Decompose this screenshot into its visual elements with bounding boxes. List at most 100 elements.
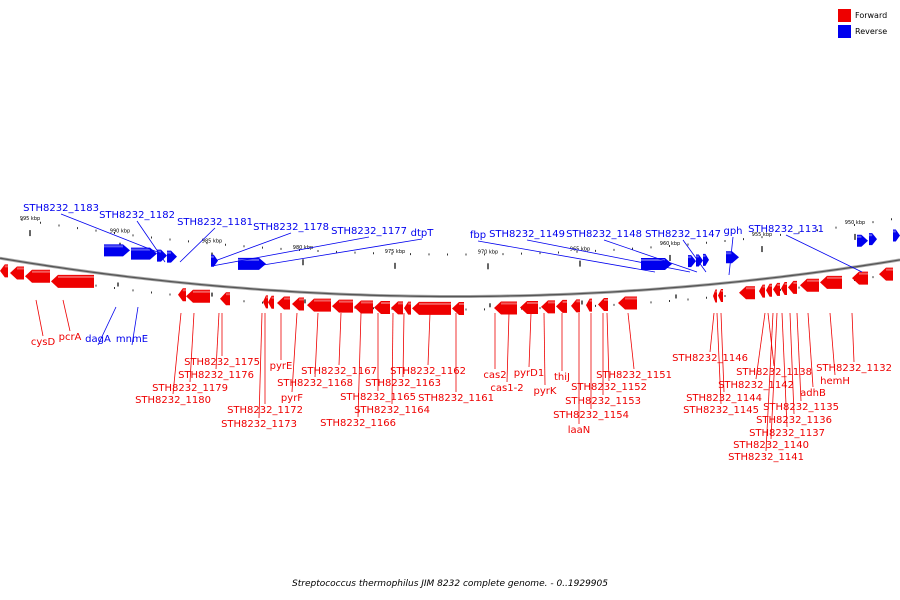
scale-tick-label: 955 kbp — [752, 232, 772, 238]
gene-label-forward: cysD — [31, 337, 56, 348]
callout-line — [402, 312, 405, 378]
gene-arrow-shine — [548, 301, 555, 304]
callout-line — [427, 312, 431, 366]
gene-arrow-body — [893, 229, 900, 242]
gene-arrow-body — [178, 288, 186, 302]
gene-arrow-body — [104, 244, 130, 257]
callout-line — [755, 312, 766, 380]
forward-gene-arrow — [556, 299, 567, 313]
gene-label-forward: STH8232_1144 — [686, 393, 762, 404]
gene-arrow-shine — [688, 256, 692, 259]
gene-label-forward: STH8232_1166 — [320, 418, 396, 429]
forward-gene-arrow — [268, 295, 274, 309]
callout-line — [765, 312, 774, 452]
gene-arrow-shine — [167, 251, 171, 254]
gene-arrow-body — [726, 251, 739, 264]
callout-line — [211, 232, 292, 263]
gene-label-reverse: STH8232_1131 — [748, 224, 824, 235]
forward-gene-arrow — [263, 295, 268, 309]
gene-label-forward: STH8232_1164 — [354, 405, 430, 416]
gene-label-reverse: STH8232_1181 — [177, 217, 253, 228]
callout-line — [131, 306, 139, 346]
gene-label-reverse: gph — [723, 226, 742, 237]
callout-line — [172, 312, 182, 395]
gene-arrow-body — [718, 288, 723, 302]
gene-arrow-body — [220, 292, 230, 306]
forward-gene-arrow — [820, 275, 842, 289]
gene-arrow-shine — [501, 302, 517, 305]
scale-tick-label: 970 kbp — [478, 249, 498, 255]
callout-line — [179, 227, 216, 263]
gene-label-forward: pyrF — [281, 393, 303, 404]
callout-line — [709, 312, 715, 353]
gene-arrow-shine — [527, 301, 538, 304]
legend-forward-label: Forward — [855, 11, 888, 20]
gene-arrow-shine — [32, 270, 50, 273]
forward-gene-arrow — [307, 298, 331, 312]
callout-line — [338, 312, 342, 366]
gene-arrow-shine — [869, 234, 873, 237]
forward-gene-arrow — [766, 283, 772, 297]
gene-label-reverse: dtpT — [411, 228, 435, 239]
scale-tick-label: 960 kbp — [660, 241, 680, 247]
gene-arrow-body — [857, 234, 868, 247]
gene-arrow-body — [879, 267, 893, 281]
gene-label-forward: STH8232_1140 — [733, 440, 809, 451]
callout-line — [720, 312, 725, 393]
gene-arrow-body — [307, 298, 331, 312]
gene-arrow-shine — [459, 302, 464, 305]
gene-arrow-shine — [398, 302, 403, 305]
gene-label-reverse: STH8232_1147 — [645, 229, 721, 240]
gene-label-forward: STH8232_1173 — [221, 419, 297, 430]
gene-arrow-shine — [211, 255, 214, 258]
gene-label-forward: STH8232_1180 — [135, 395, 211, 406]
gene-arrow-shine — [238, 258, 259, 261]
callout-line — [807, 312, 814, 388]
reverse-gene-arrow — [688, 255, 696, 268]
forward-gene-arrow — [852, 271, 868, 285]
gene-arrow-body — [238, 257, 266, 270]
gene-arrow-body — [688, 255, 696, 268]
gene-arrow-shine — [284, 297, 290, 300]
callout-line — [211, 236, 370, 267]
gene-label-forward: STH8232_1137 — [749, 428, 825, 439]
callout-line — [258, 312, 263, 419]
callout-line — [829, 312, 836, 376]
gene-arrow-body — [292, 297, 304, 311]
gene-arrow-body — [739, 286, 755, 300]
gene-arrow-shine — [726, 252, 732, 255]
gene-label-reverse: STH8232_1148 — [566, 229, 642, 240]
gene-label-forward: thiJ — [554, 372, 570, 383]
gene-arrow-body — [788, 280, 797, 294]
gene-arrow-body — [167, 250, 177, 263]
gene-label-forward: STH8232_1175 — [184, 357, 260, 368]
gene-arrow-body — [773, 282, 780, 296]
callout-line — [97, 306, 117, 346]
forward-gene-arrow — [739, 286, 755, 300]
gene-arrow-body — [820, 275, 842, 289]
legend-reverse: Reverse — [838, 25, 887, 38]
gene-arrow-body — [541, 300, 555, 314]
gene-label-forward: STH8232_1179 — [152, 383, 228, 394]
gene-label-forward: adhB — [800, 388, 826, 399]
gene-arrow-body — [852, 271, 868, 285]
gene-arrow-body — [131, 247, 157, 260]
gene-arrow-body — [332, 299, 353, 313]
gene-label-reverse: mnmE — [116, 334, 148, 345]
forward-gene-arrow — [10, 266, 24, 280]
gene-arrow-body — [452, 301, 464, 315]
callout-line — [314, 312, 319, 378]
forward-gene-arrow — [51, 274, 94, 288]
gene-label-forward: pyrE — [270, 361, 293, 372]
gene-label-forward: STH8232_1165 — [340, 392, 416, 403]
legend-reverse-label: Reverse — [855, 27, 888, 36]
forward-gene-arrow — [713, 289, 717, 303]
gene-label-forward: STH8232_1176 — [178, 370, 254, 381]
reverse-swatch — [838, 25, 851, 38]
gene-label-reverse: fbp — [470, 230, 486, 241]
gene-arrow-body — [374, 301, 390, 315]
forward-gene-arrow — [586, 298, 592, 312]
scale-tick-label: 995 kbp — [20, 216, 40, 222]
gene-arrow-shine — [182, 289, 186, 292]
